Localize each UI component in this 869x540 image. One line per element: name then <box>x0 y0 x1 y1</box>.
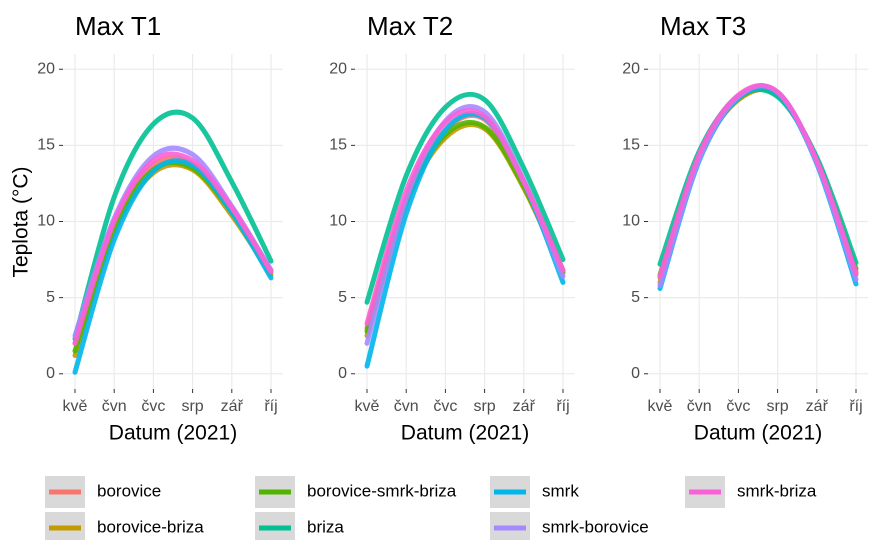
x-axis-label: Datum (2021) <box>109 422 237 445</box>
x-tick-label: kvě <box>648 398 673 415</box>
series-line <box>364 108 566 327</box>
y-tick-label: 0 <box>631 365 640 382</box>
y-tick-label: 5 <box>338 289 347 306</box>
x-tick-label: srp <box>766 398 788 415</box>
series-line <box>72 158 274 375</box>
y-tick-label: 20 <box>37 60 55 77</box>
x-axis-label: Datum (2021) <box>694 422 822 445</box>
y-tick-label: 15 <box>37 137 55 154</box>
series-line <box>72 160 274 354</box>
panel-title: Max T1 <box>75 11 161 41</box>
y-tick-label: 10 <box>37 213 55 230</box>
y-tick-label: 10 <box>622 213 640 230</box>
x-tick-label: čvc <box>726 398 750 415</box>
panel-title: Max T3 <box>660 11 746 41</box>
y-tick-label: 5 <box>631 289 640 306</box>
x-tick-label: říj <box>264 398 277 415</box>
x-tick-label: čvc <box>433 398 457 415</box>
x-tick-label: čvn <box>102 398 127 415</box>
legend-label: smrk-briza <box>737 481 817 500</box>
y-axis-label: Teplota (°C) <box>10 166 33 277</box>
x-tick-label: čvc <box>141 398 165 415</box>
x-tick-label: kvě <box>63 398 88 415</box>
x-tick-label: říj <box>556 398 569 415</box>
series-line <box>364 91 566 305</box>
x-tick-label: srp <box>473 398 495 415</box>
series-line <box>72 109 274 342</box>
x-tick-label: kvě <box>355 398 380 415</box>
legend-label: borovice-smrk-briza <box>307 481 457 500</box>
panel-title: Max T2 <box>367 11 453 41</box>
x-tick-label: zář <box>221 398 244 415</box>
series-line <box>72 151 274 346</box>
y-tick-label: 15 <box>622 137 640 154</box>
x-tick-label: říj <box>849 398 862 415</box>
y-tick-label: 5 <box>46 289 55 306</box>
x-tick-label: srp <box>181 398 203 415</box>
y-tick-label: 15 <box>329 137 347 154</box>
y-tick-label: 0 <box>338 365 347 382</box>
legend-label: borovice-briza <box>97 517 204 536</box>
series-line <box>364 111 566 369</box>
legend-label: briza <box>307 517 344 536</box>
x-tick-label: zář <box>513 398 536 415</box>
series-line <box>657 82 859 279</box>
legend-label: smrk-borovice <box>542 517 649 536</box>
y-tick-label: 10 <box>329 213 347 230</box>
x-tick-label: čvn <box>687 398 712 415</box>
legend-label: smrk <box>542 481 579 500</box>
y-tick-label: 0 <box>46 365 55 382</box>
x-tick-label: čvn <box>394 398 419 415</box>
y-tick-label: 20 <box>329 60 347 77</box>
x-axis-label: Datum (2021) <box>401 422 529 445</box>
legend-label: borovice <box>97 481 161 500</box>
y-tick-label: 20 <box>622 60 640 77</box>
x-tick-label: zář <box>806 398 829 415</box>
